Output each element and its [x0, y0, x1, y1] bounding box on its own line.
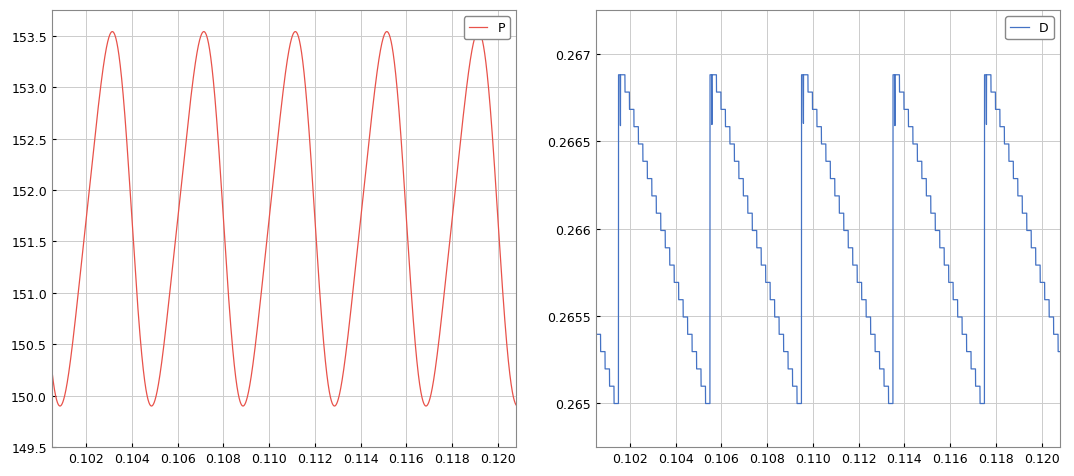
- P: [268, 159, 281, 165]
- D: [868, 332, 881, 337]
- Line: D: D: [584, 76, 1064, 404]
- P: [289, 30, 302, 35]
- D: [1027, 246, 1040, 251]
- P: [514, 398, 527, 404]
- D: [612, 73, 625, 79]
- D: [804, 90, 817, 96]
- D: [921, 194, 934, 199]
- Legend: D: D: [1005, 17, 1054, 40]
- P: [37, 250, 49, 256]
- P: [62, 367, 75, 373]
- P: [489, 178, 502, 184]
- P: [420, 403, 433, 409]
- D: [697, 384, 710, 389]
- D: [578, 280, 591, 286]
- P: [34, 217, 47, 222]
- D: [886, 401, 899, 407]
- P: [54, 403, 67, 409]
- Line: P: P: [41, 32, 521, 406]
- D: [1058, 366, 1071, 372]
- P: [128, 258, 141, 263]
- Legend: P: P: [464, 17, 510, 40]
- D: [608, 401, 621, 407]
